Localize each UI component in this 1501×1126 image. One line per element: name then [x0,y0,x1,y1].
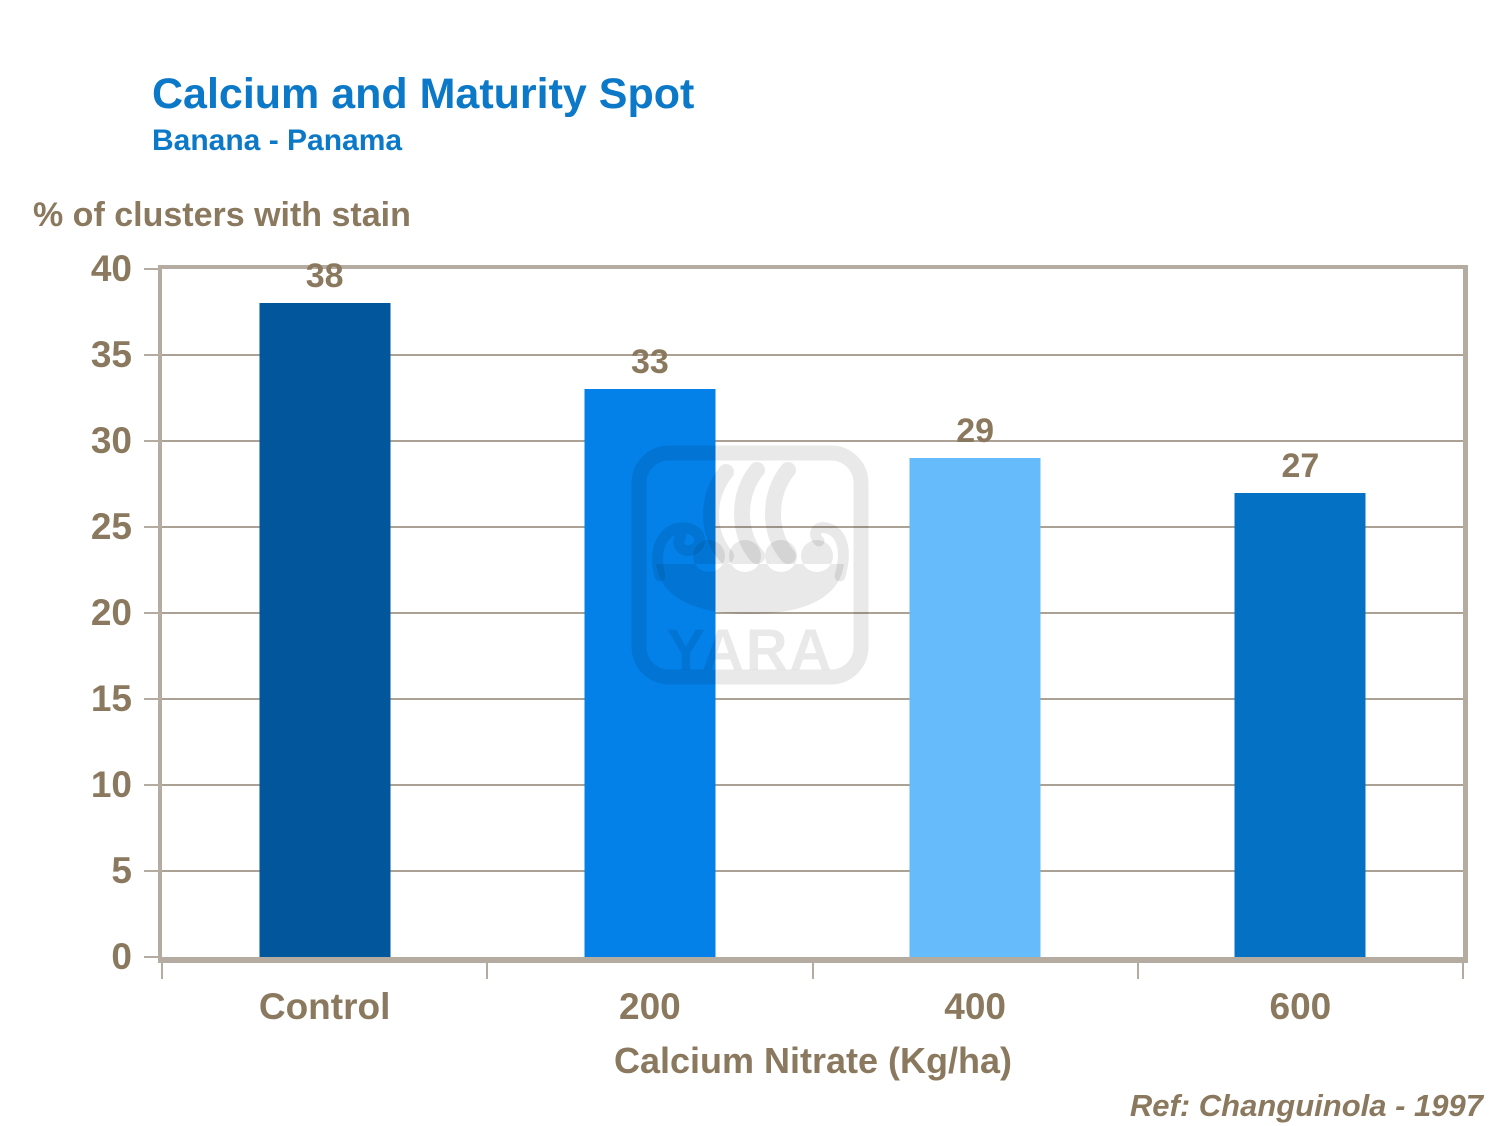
watermark-stern-icon [810,522,849,582]
gridline [162,698,1463,700]
x-tick [811,963,814,979]
y-tick-label: 30 [90,420,132,461]
watermark-ship-hull-icon [656,540,844,614]
x-tick-label-400: 400 [944,986,1006,1027]
y-tick-label: 40 [90,248,132,289]
bar-400 [909,458,1041,957]
y-tick-label: 0 [111,936,132,977]
bar-slot-200: 33 [487,269,812,957]
bar-600 [1234,492,1366,957]
x-ticks [161,963,1464,979]
y-tick [144,268,158,270]
watermark-text: YARA [666,618,833,683]
x-tick-label-200: 200 [619,986,681,1027]
y-ticks [144,268,158,958]
y-tick [144,440,158,442]
y-tick-label: 10 [90,764,132,805]
gridline [162,354,1463,356]
gridline [162,784,1463,786]
y-tick [144,354,158,356]
x-tick-label-control: Control [258,986,391,1027]
y-tick-label: 25 [90,506,132,547]
gridline [162,440,1463,442]
plot-area: 38 33 29 27 YARA [158,257,1468,963]
y-axis-title: % of clusters with stain [33,196,411,234]
bar-value-label-200: 33 [630,343,669,382]
bar-control [259,303,391,957]
reference-note: Ref: Changuinola - 1997 [1129,1088,1483,1123]
x-tick [486,963,489,979]
bar-slot-control: 38 [162,257,487,957]
bar-value-label-control: 38 [305,257,344,296]
gridlines [162,269,1463,957]
bars: 38 33 29 27 [162,257,1463,957]
gridline [162,612,1463,614]
watermark-prow-icon [652,522,706,582]
bar-value-label-600: 27 [1281,446,1320,485]
y-tick-labels: 0 5 10 15 20 25 30 35 40 [40,249,132,977]
x-tick [1462,963,1464,979]
bar-value-label-400: 29 [956,412,995,451]
page-subtitle: Banana - Panama [152,124,403,157]
x-axis-title: Calcium Nitrate (Kg/ha) [613,1040,1013,1081]
y-tick [144,784,158,786]
y-tick [144,956,158,958]
page-title: Calcium and Maturity Spot [152,70,695,118]
y-tick [144,870,158,872]
y-tick [144,526,158,528]
y-tick-label: 20 [90,592,132,633]
gridline [162,526,1463,528]
y-tick [144,612,158,614]
bar-slot-400: 29 [813,269,1138,957]
bar-slot-600: 27 [1138,269,1463,957]
y-tick-label: 35 [90,334,132,375]
watermark-border [631,445,869,685]
y-tick-label: 15 [90,678,132,719]
x-tick-label-600: 600 [1269,986,1332,1027]
x-tick [161,963,163,979]
x-tick [1136,963,1139,979]
watermark-sails-icon [703,462,796,564]
y-tick [144,698,158,700]
x-tick-labels: Control 200 400 600 [162,986,1463,1030]
bar-200 [584,389,716,957]
yara-logo-watermark: YARA [631,445,869,685]
gridline [162,870,1463,872]
y-tick-label: 5 [111,850,132,891]
